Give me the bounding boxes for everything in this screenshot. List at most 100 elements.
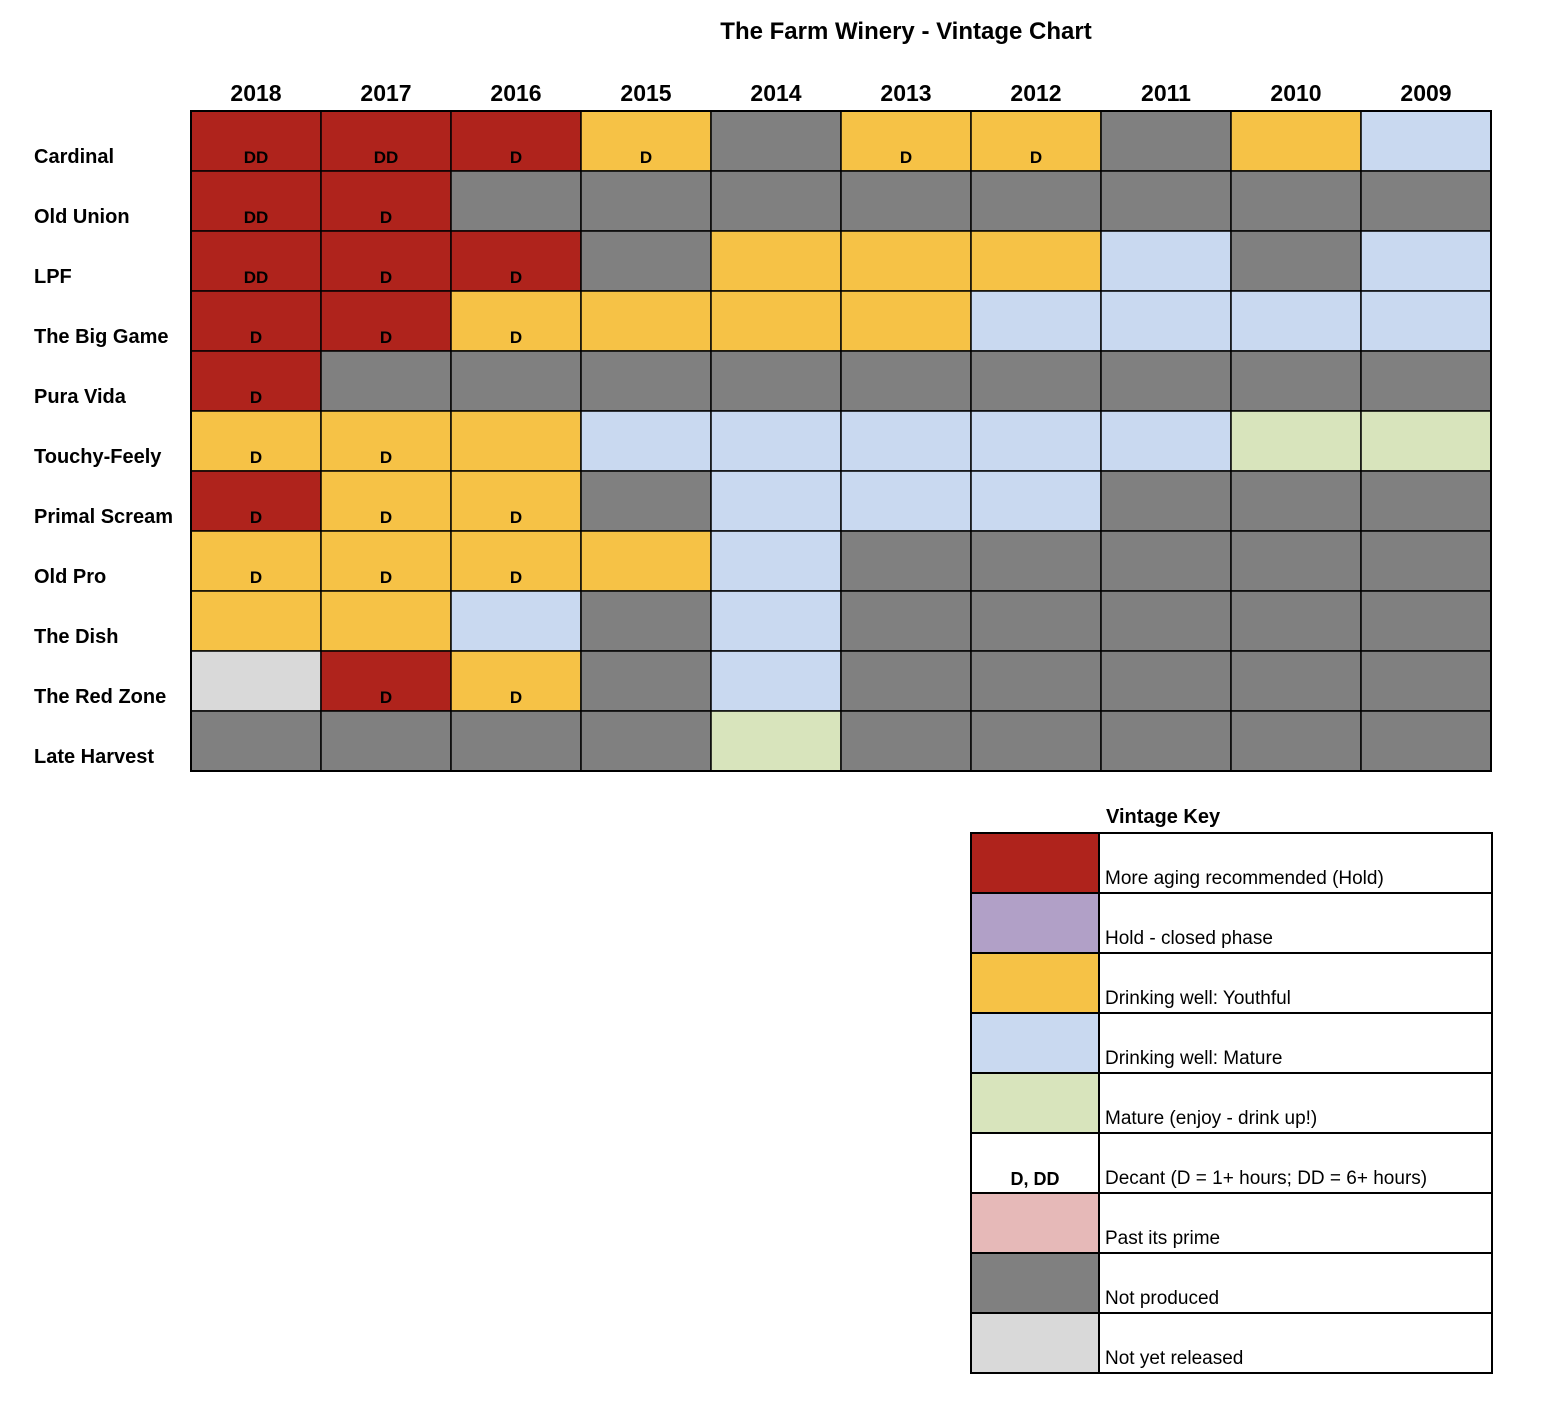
decant-label: D: [250, 508, 262, 527]
heatmap-cell: [1100, 530, 1232, 592]
heatmap-cell: [840, 530, 972, 592]
legend-swatch: [970, 1192, 1100, 1254]
legend-label: Drinking well: Mature: [1098, 1012, 1493, 1074]
heatmap-cell: [320, 530, 452, 592]
heatmap-cell: [1230, 230, 1362, 292]
heatmap-cell: [190, 590, 322, 652]
heatmap-cell: [580, 590, 712, 652]
legend-swatch: D, DD: [970, 1132, 1100, 1194]
heatmap-cell: [710, 230, 842, 292]
heatmap-cell: [970, 170, 1102, 232]
heatmap-cell: [580, 410, 712, 472]
heatmap-cell: [450, 290, 582, 352]
heatmap-cell: [580, 470, 712, 532]
heatmap-cell: [710, 650, 842, 712]
heatmap-cell: [450, 410, 582, 472]
year-header: 2010: [1270, 80, 1321, 106]
heatmap-cell: [450, 110, 582, 172]
legend-row: Past its prime: [970, 1192, 1493, 1254]
heatmap-cell: [710, 170, 842, 232]
heatmap-cell: [1100, 350, 1232, 412]
decant-label: D: [250, 328, 262, 347]
year-header: 2018: [230, 80, 281, 106]
decant-label: DD: [244, 268, 269, 287]
decant-label: D: [510, 568, 522, 587]
heatmap-cell: [190, 410, 322, 472]
heatmap-cell: [1230, 590, 1362, 652]
heatmap-cell: [1230, 650, 1362, 712]
heatmap-cell: [580, 290, 712, 352]
heatmap-cell: [970, 410, 1102, 472]
heatmap-cell: [580, 170, 712, 232]
wine-label: Old Pro: [34, 566, 106, 588]
heatmap-cell: [450, 650, 582, 712]
year-header: 2014: [750, 80, 801, 106]
heatmap-cell: [840, 230, 972, 292]
heatmap-cell: [1360, 410, 1492, 472]
heatmap-cell: [840, 470, 972, 532]
legend-label: Not produced: [1098, 1252, 1493, 1314]
heatmap-cell: [970, 230, 1102, 292]
heatmap-cell: [710, 290, 842, 352]
heatmap-cell: [1360, 230, 1492, 292]
year-header: 2015: [620, 80, 671, 106]
year-header: 2011: [1141, 80, 1191, 106]
heatmap-cell: [970, 650, 1102, 712]
heatmap-border: [190, 110, 1492, 772]
decant-label: DD: [374, 148, 399, 167]
heatmap-cell: [450, 590, 582, 652]
heatmap-cell: [710, 470, 842, 532]
wine-label: The Dish: [34, 626, 118, 648]
legend-label: Mature (enjoy - drink up!): [1098, 1072, 1493, 1134]
heatmap-cell: [190, 110, 322, 172]
heatmap-cell: [840, 410, 972, 472]
heatmap-cell: [1360, 470, 1492, 532]
heatmap-cell: [320, 590, 452, 652]
wine-label: Touchy-Feely: [34, 446, 162, 468]
heatmap-cell: [840, 650, 972, 712]
legend-label: Past its prime: [1098, 1192, 1493, 1254]
heatmap-cell: [1360, 710, 1492, 772]
decant-label: DD: [244, 208, 269, 227]
heatmap-cell: [1100, 110, 1232, 172]
heatmap-cell: [320, 290, 452, 352]
decant-label: D: [380, 448, 392, 467]
heatmap-cell: [320, 410, 452, 472]
year-header: 2013: [880, 80, 931, 106]
year-header: 2009: [1400, 80, 1451, 106]
heatmap-cell: [450, 710, 582, 772]
wine-label: The Red Zone: [34, 686, 166, 708]
heatmap-cell: [1100, 590, 1232, 652]
heatmap-cell: [710, 530, 842, 592]
legend-row: Drinking well: Youthful: [970, 952, 1493, 1014]
decant-label: D: [380, 508, 392, 527]
decant-label: D: [250, 448, 262, 467]
legend-label: Hold - closed phase: [1098, 892, 1493, 954]
decant-label: D: [510, 148, 522, 167]
heatmap-cell: [190, 290, 322, 352]
heatmap-cell: [1230, 350, 1362, 412]
legend-swatch: [970, 1312, 1100, 1374]
decant-label: D: [510, 508, 522, 527]
legend-label: Not yet released: [1098, 1312, 1493, 1374]
heatmap-cell: [320, 470, 452, 532]
heatmap-cell: [190, 650, 322, 712]
decant-label: D: [510, 688, 522, 707]
wine-label: Old Union: [34, 206, 130, 228]
heatmap-cell: [450, 170, 582, 232]
decant-label: D: [380, 568, 392, 587]
legend-label: More aging recommended (Hold): [1098, 832, 1493, 894]
heatmap-cell: [320, 170, 452, 232]
heatmap-cell: [1360, 650, 1492, 712]
heatmap-cell: [1360, 110, 1492, 172]
decant-label: D: [510, 268, 522, 287]
heatmap-cell: [970, 590, 1102, 652]
heatmap-cell: [1230, 710, 1362, 772]
legend-swatch: [970, 1012, 1100, 1074]
legend-row: Hold - closed phase: [970, 892, 1493, 954]
heatmap-cell: [1360, 530, 1492, 592]
heatmap-cell: [710, 110, 842, 172]
heatmap-cell: [840, 590, 972, 652]
heatmap-cell: [320, 350, 452, 412]
heatmap-cell: [450, 350, 582, 412]
